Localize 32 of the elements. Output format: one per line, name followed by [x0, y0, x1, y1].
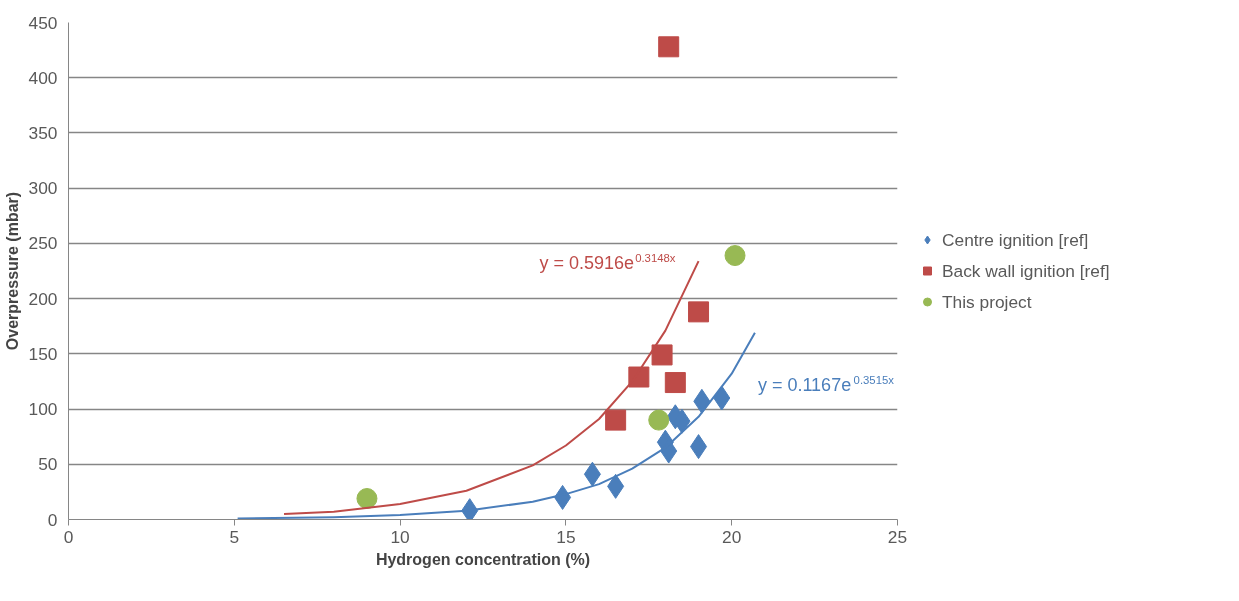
y-tick-label: 450: [28, 12, 58, 33]
y-tick-label: 50: [38, 454, 58, 475]
point: [724, 245, 746, 267]
point: [648, 409, 670, 431]
y-tick-label: 350: [28, 122, 58, 143]
legend-label: Back wall ignition [ref]: [942, 260, 1110, 281]
x-tick-label: 0: [63, 526, 74, 547]
point: [658, 36, 680, 58]
y-tick-label: 100: [28, 399, 58, 420]
point: [651, 344, 673, 366]
x-tick-label: 20: [722, 526, 742, 547]
point: [688, 301, 710, 323]
y-axis-title: Overpressure (mbar): [3, 191, 21, 351]
y-tick-label: 0: [47, 509, 58, 530]
line-series: [236, 331, 756, 520]
x-tick-label: 15: [556, 526, 576, 547]
legend-label: Centre ignition [ref]: [942, 229, 1089, 250]
point: [628, 366, 650, 388]
point: [664, 372, 686, 394]
x-tick-label: 5: [229, 526, 240, 547]
point: [461, 498, 479, 520]
y-tick-label: 150: [28, 343, 58, 364]
y-tick-label: 400: [28, 67, 58, 88]
point: [356, 488, 378, 509]
legend-label: This project: [942, 291, 1032, 312]
x-axis-title: Hydrogen concentration (%): [375, 550, 591, 568]
x-tick-label: 25: [887, 526, 908, 547]
y-tick-label: 250: [28, 233, 58, 254]
y-tick-label: 200: [28, 288, 58, 309]
y-tick-label: 300: [28, 178, 58, 199]
x-tick-label: 10: [390, 526, 410, 547]
point: [605, 409, 627, 431]
